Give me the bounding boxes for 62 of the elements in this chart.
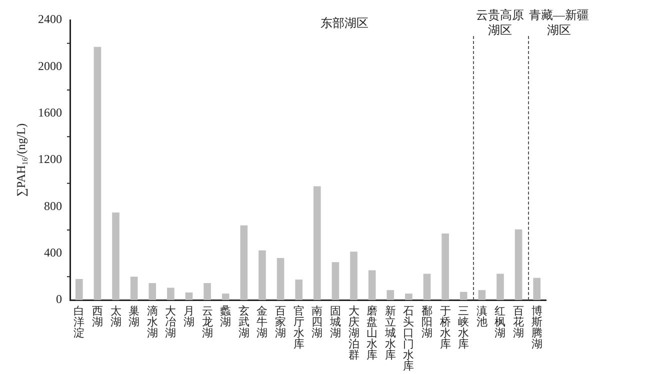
bar (496, 274, 504, 300)
x-tick-label: 滇池 (476, 304, 488, 328)
y-tick-label: 400 (44, 245, 62, 260)
x-tick-label: 大冶湖 (165, 304, 176, 340)
x-tick-label: 蠡湖 (220, 304, 232, 328)
y-tick-label: 2400 (38, 12, 62, 26)
annotation: 东部湖区 (320, 16, 370, 31)
x-tick-label: 太湖 (110, 304, 122, 328)
bar (167, 288, 174, 300)
x-tick-label: 博斯腾湖 (531, 304, 542, 350)
x-tick-label: 南四湖 (312, 304, 323, 340)
y-tick-label: 2000 (38, 58, 62, 73)
bar (442, 234, 449, 300)
x-tick-label: 石头口门水库 (403, 305, 414, 372)
x-tick-label: 三峡水库 (458, 305, 470, 350)
bar (204, 283, 211, 300)
x-tick-label: 玄武湖 (238, 304, 250, 340)
x-tick-label: 白洋淀 (74, 305, 85, 340)
y-tick-label: 800 (44, 198, 62, 213)
x-tick-label: 滴水湖 (146, 304, 158, 340)
bar (185, 292, 193, 300)
x-tick-label: 金牛湖 (256, 305, 268, 340)
bar (276, 258, 284, 300)
annotation: 青藏—新疆湖区 (528, 8, 590, 38)
x-tick-label: 大庆湖泊群 (348, 304, 360, 362)
bar (240, 225, 248, 300)
bar (313, 186, 321, 300)
bar (75, 279, 83, 300)
x-tick-label: 磨盘山水库 (366, 304, 378, 362)
x-tick-label: 红枫湖 (494, 305, 506, 340)
bar (386, 290, 394, 300)
x-tick-label: 新立城水库 (384, 304, 396, 362)
bar (258, 250, 266, 300)
x-tick-label: 固城湖 (328, 305, 341, 340)
bar (130, 276, 138, 300)
bar (478, 290, 486, 300)
annotation: 云贵高原湖区 (475, 8, 526, 38)
x-tick-label: 巢湖 (128, 305, 140, 328)
bar (94, 46, 102, 300)
bar (405, 294, 412, 300)
x-tick-label: 官厅水库 (293, 304, 304, 350)
x-tick-label: 西湖 (92, 305, 103, 328)
x-tick-label: 百家湖 (275, 305, 286, 340)
bar (112, 212, 120, 300)
bar (514, 229, 522, 300)
x-tick-label: 百花湖 (513, 305, 524, 340)
x-tick-label: 云龙湖 (202, 305, 213, 340)
x-tick-label: 鄱阳湖 (422, 304, 432, 340)
bar (350, 252, 358, 300)
bar (295, 280, 303, 300)
y-tick-label: 0 (56, 292, 62, 306)
bar (368, 270, 376, 300)
y-tick-label: 1600 (38, 105, 62, 120)
bar (460, 292, 468, 300)
bar (332, 262, 340, 300)
bar (222, 294, 230, 300)
bar (533, 278, 541, 300)
x-tick-label: 于桥水库 (438, 305, 451, 350)
bar (148, 283, 156, 300)
bar (423, 274, 431, 300)
x-tick-label: 月湖 (184, 305, 194, 328)
y-tick-label: 1200 (38, 152, 62, 166)
